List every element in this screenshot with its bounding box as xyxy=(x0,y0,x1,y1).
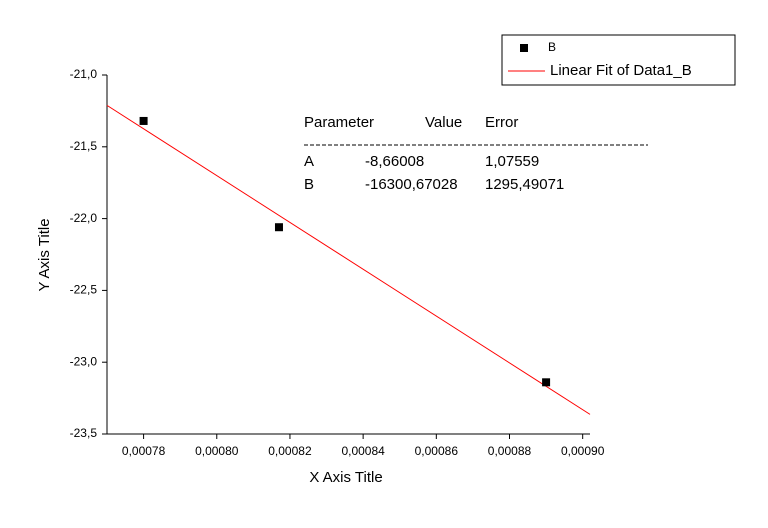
table-cell: B xyxy=(304,176,314,193)
x-tick-label: 0,00090 xyxy=(561,444,605,458)
table-header: Parameter xyxy=(304,114,374,131)
fit-line xyxy=(106,104,591,415)
y-tick-label: -22,5 xyxy=(70,283,98,297)
table-cell: 1295,49071 xyxy=(485,176,564,193)
table-cell: -16300,67028 xyxy=(365,176,458,193)
x-tick-label: 0,00088 xyxy=(488,444,532,458)
table-cell: 1,07559 xyxy=(485,153,539,170)
x-tick-label: 0,00082 xyxy=(268,444,312,458)
point xyxy=(274,223,283,232)
x-tick-label: 0,00080 xyxy=(195,444,239,458)
legend-box xyxy=(501,34,736,86)
x-axis-title: X Axis Title xyxy=(309,469,382,486)
legend-label: B xyxy=(548,40,556,54)
y-tick-label: -21,0 xyxy=(70,67,98,81)
y-tick-label: -21,5 xyxy=(70,139,98,153)
point xyxy=(139,116,148,125)
legend-label: Linear Fit of Data1_B xyxy=(550,62,692,79)
y-tick-label: -23,0 xyxy=(70,354,98,368)
table-cell: -8,66008 xyxy=(365,153,424,170)
table-header: Error xyxy=(485,114,518,131)
y-tick-label: -23,5 xyxy=(70,426,98,440)
y-axis-title: Y Axis Title xyxy=(36,218,53,291)
table-header: Value xyxy=(425,114,462,131)
point xyxy=(542,378,551,387)
legend-marker xyxy=(520,44,528,52)
table-cell: A xyxy=(304,153,314,170)
x-tick-label: 0,00086 xyxy=(415,444,459,458)
x-tick-label: 0,00084 xyxy=(341,444,385,458)
y-tick-label: -22,0 xyxy=(70,211,98,225)
x-tick-label: 0,00078 xyxy=(122,444,166,458)
